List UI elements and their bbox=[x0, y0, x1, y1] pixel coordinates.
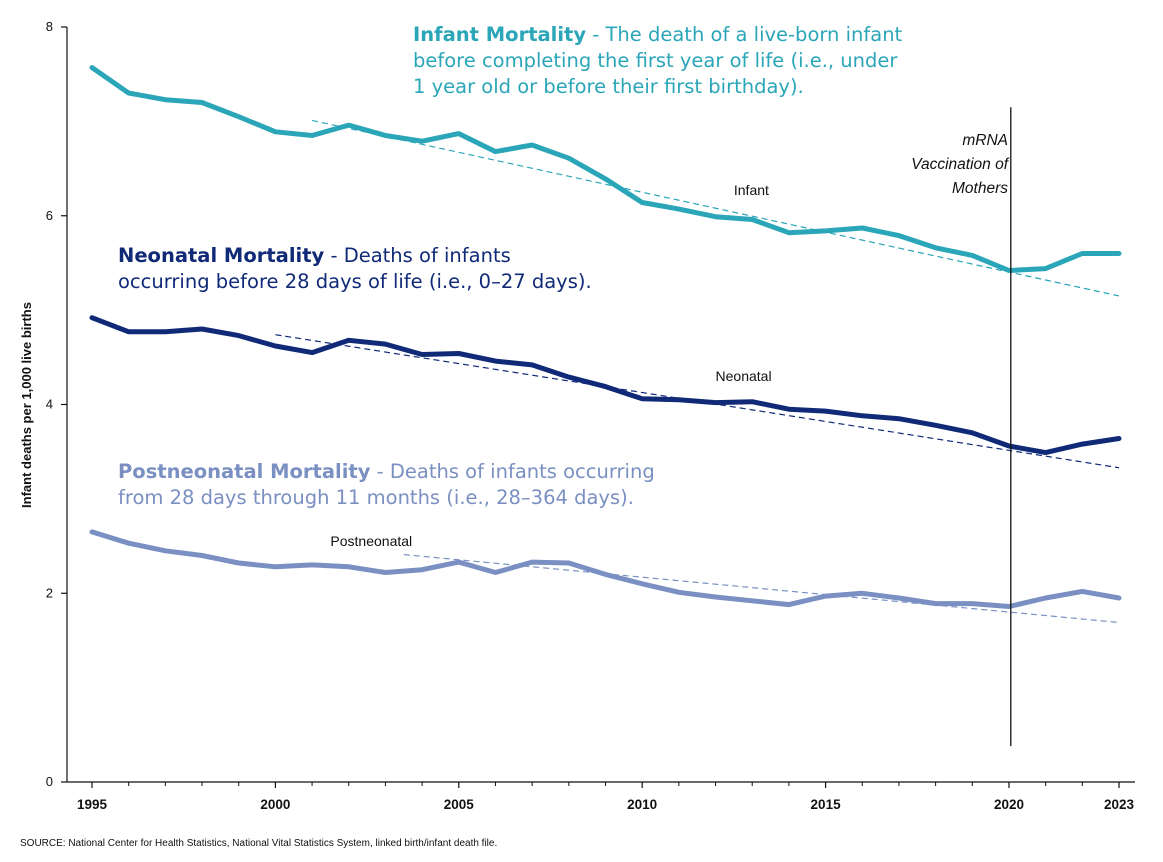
infant-line-label: Infant bbox=[734, 182, 769, 198]
trendlines-layer bbox=[275, 119, 1120, 624]
y-axis-label: Infant deaths per 1,000 live births bbox=[19, 302, 34, 508]
infant-trendline bbox=[311, 119, 1120, 297]
x-tick-label: 2020 bbox=[994, 797, 1024, 812]
neonatal-trendline bbox=[275, 334, 1120, 469]
neonatal-def-line-2: occurring before 28 days of life (i.e., … bbox=[118, 270, 592, 293]
postneonatal-separator: - bbox=[370, 460, 390, 483]
y-tick-label: 4 bbox=[46, 397, 53, 412]
y-tick-label: 0 bbox=[46, 774, 53, 789]
neonatal-series-line bbox=[89, 315, 1122, 456]
infant-series-line bbox=[89, 65, 1122, 273]
postneonatal-trendline bbox=[403, 553, 1120, 624]
infant-def-line-3: 1 year old or before their first birthda… bbox=[413, 75, 804, 98]
neonatal-mortality-term: Neonatal Mortality bbox=[118, 244, 325, 267]
neonatal-mortality-definition: Neonatal Mortality - Deaths of infants o… bbox=[118, 243, 678, 295]
series-layer bbox=[89, 65, 1122, 609]
infant-separator: - bbox=[586, 23, 606, 46]
postneonatal-line-label: Postneonatal bbox=[330, 533, 412, 549]
mrna-line-2: Vaccination of bbox=[911, 156, 1008, 173]
mrna-vaccination-annotation: mRNA Vaccination of Mothers bbox=[860, 129, 1008, 201]
postneonatal-mortality-term: Postneonatal Mortality bbox=[118, 460, 371, 483]
infant-mortality-definition: Infant Mortality - The death of a live-b… bbox=[413, 22, 973, 100]
infant-mortality-term: Infant Mortality bbox=[413, 23, 587, 46]
labels-layer: Infant Neonatal Postneonatal bbox=[330, 107, 1012, 747]
source-note: SOURCE: National Center for Health Stati… bbox=[20, 838, 498, 849]
x-tick-label: 1995 bbox=[77, 797, 108, 812]
x-tick-label: 2015 bbox=[811, 797, 842, 812]
postneonatal-def-line-1: Deaths of infants occurring bbox=[389, 460, 655, 483]
x-tick-label: 2010 bbox=[627, 797, 657, 812]
infant-def-line-1: The death of a live-born infant bbox=[605, 23, 903, 46]
postneonatal-def-line-2: from 28 days through 11 months (i.e., 28… bbox=[118, 486, 634, 509]
axes-layer: 0 2 4 6 8 1995 2000 2005 2010 2015 2020 2023 Infant … bbox=[19, 19, 1135, 812]
y-tick-label: 8 bbox=[46, 19, 53, 34]
x-tick-label: 2005 bbox=[444, 797, 475, 812]
mrna-line-3: Mothers bbox=[952, 180, 1008, 197]
neonatal-def-line-1: Deaths of infants bbox=[343, 244, 511, 267]
postneonatal-series-line bbox=[89, 529, 1122, 609]
y-tick-label: 2 bbox=[46, 585, 53, 600]
x-tick-label: 2023 bbox=[1104, 797, 1135, 812]
neonatal-line-label: Neonatal bbox=[716, 368, 772, 384]
x-tick-label: 2000 bbox=[260, 797, 290, 812]
postneonatal-mortality-definition: Postneonatal Mortality - Deaths of infan… bbox=[118, 459, 738, 511]
infant-def-line-2: before completing the first year of life… bbox=[413, 49, 898, 72]
mrna-line-1: mRNA bbox=[962, 132, 1008, 149]
y-tick-label: 6 bbox=[46, 208, 53, 223]
neonatal-separator: - bbox=[324, 244, 344, 267]
